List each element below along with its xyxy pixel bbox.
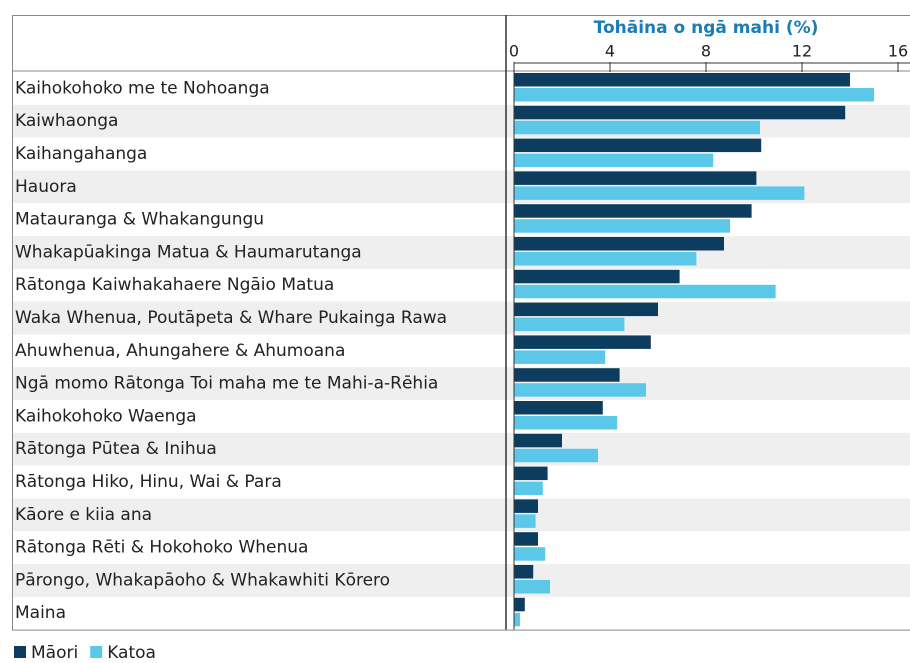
bar: [514, 252, 696, 266]
bar: [514, 219, 730, 233]
bar: [514, 303, 658, 317]
category-label: Hauora: [15, 177, 77, 197]
category-label: Pārongo, Whakapāoho & Whakawhiti Kōrero: [15, 570, 390, 590]
bar: [514, 73, 850, 87]
bar: [514, 467, 548, 481]
bar: [514, 139, 761, 153]
legend-swatch: [90, 646, 102, 658]
bar: [514, 350, 605, 364]
bar: [514, 270, 680, 284]
bar: [514, 482, 543, 496]
bar: [514, 285, 776, 299]
category-label: Rātonga Rēti & Hokohoko Whenua: [15, 538, 308, 558]
category-label: Rātonga Hiko, Hinu, Wai & Para: [15, 472, 282, 492]
category-label: Kāore e kiia ana: [15, 505, 152, 525]
bar: [514, 416, 617, 430]
category-label: Kaihokohoko me te Nohoanga: [15, 78, 270, 98]
category-label: Rātonga Kaiwhakahaere Ngāio Matua: [15, 275, 334, 295]
legend-swatch: [14, 646, 26, 658]
category-label: Kaihangahanga: [15, 144, 147, 164]
bar: [514, 171, 756, 185]
x-tick-label: 16: [888, 42, 908, 61]
category-label: Rātonga Pūtea & Inihua: [15, 439, 217, 459]
category-label: Maina: [15, 603, 66, 623]
bar: [514, 186, 804, 200]
bar: [514, 88, 874, 102]
category-label: Ahuwhenua, Ahungahere & Ahumoana: [15, 341, 345, 361]
legend-label: Māori: [31, 643, 78, 659]
bar: [514, 565, 533, 579]
category-label: Waka Whenua, Poutāpeta & Whare Pukainga …: [15, 308, 447, 328]
bar: [514, 401, 603, 415]
bar: [514, 121, 760, 135]
bar: [514, 383, 646, 397]
x-tick-label: 0: [509, 42, 519, 61]
x-tick-label: 8: [701, 42, 711, 61]
bar: [514, 499, 538, 513]
bar: [514, 514, 536, 528]
x-tick-label: 4: [605, 42, 615, 61]
bar: [514, 106, 845, 120]
bar: [514, 154, 713, 168]
bar: [514, 335, 651, 349]
bar: [514, 449, 598, 463]
bar: [514, 547, 545, 561]
category-label: Kaiwhaonga: [15, 111, 118, 131]
bar: [514, 237, 724, 251]
category-label: Ngā momo Rātonga Toi maha me te Mahi-a-R…: [15, 374, 438, 394]
axis-title: Tohāina o ngā mahi (%): [594, 18, 819, 38]
bar: [514, 368, 620, 382]
legend-label: Katoa: [107, 643, 156, 659]
x-tick-label: 12: [792, 42, 812, 61]
bar: [514, 204, 752, 218]
bar: [514, 318, 624, 332]
category-label: Whakapūakinga Matua & Haumarutanga: [15, 242, 362, 262]
category-label: Matauranga & Whakangungu: [15, 210, 264, 230]
category-label: Kaihokohoko Waenga: [15, 406, 197, 426]
bar: [514, 598, 525, 612]
bar: [514, 532, 538, 546]
bar: [514, 434, 562, 448]
bar: [514, 613, 520, 627]
bar: [514, 580, 550, 594]
